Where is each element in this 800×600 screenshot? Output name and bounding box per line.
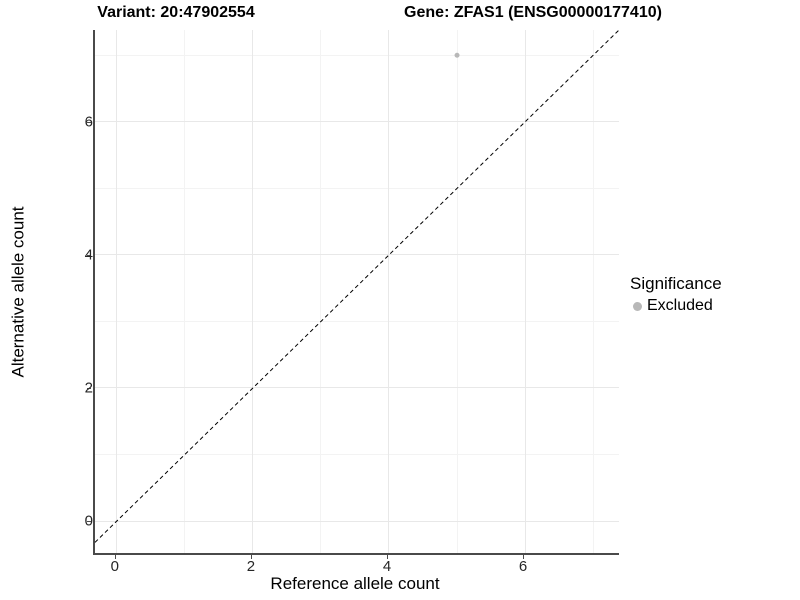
x-tick-mark — [114, 555, 116, 559]
y-axis-title-wrap: Alternative allele count — [6, 30, 32, 553]
legend-key-dot — [633, 301, 642, 311]
x-axis-title: Reference allele count — [270, 574, 440, 593]
x-minor-gridline — [456, 30, 458, 553]
x-tick-label: 2 — [246, 558, 256, 575]
x-minor-gridline — [592, 30, 594, 553]
x-minor-gridline — [184, 30, 186, 553]
y-major-gridline — [95, 387, 619, 389]
x-tick-mark — [523, 555, 525, 559]
y-tick-mark — [87, 521, 91, 523]
legend-item-label: Excluded — [647, 297, 713, 314]
x-major-gridline — [388, 30, 390, 553]
y-minor-gridline — [95, 454, 619, 456]
y-tick-label: 0 — [84, 512, 93, 530]
x-major-gridline — [116, 30, 118, 553]
x-major-gridline — [252, 30, 254, 553]
legend-title: Significance — [630, 274, 722, 293]
y-major-gridline — [95, 254, 619, 256]
y-tick-mark — [87, 387, 91, 389]
identity-line — [94, 29, 620, 543]
y-minor-gridline — [95, 320, 619, 322]
x-tick-label: 6 — [518, 558, 528, 575]
y-major-gridline — [95, 121, 619, 123]
plot-canvas — [94, 29, 620, 543]
x-tick-mark — [386, 555, 388, 559]
y-major-gridline — [95, 520, 619, 522]
y-minor-gridline — [95, 54, 619, 56]
plot-panel — [93, 29, 620, 555]
x-minor-gridline — [320, 30, 322, 553]
y-tick-mark — [87, 254, 91, 256]
legend-item: Excluded — [633, 297, 722, 315]
x-tick-label: 4 — [382, 558, 392, 575]
y-axis-title: Alternative allele count — [9, 205, 29, 378]
x-major-gridline — [524, 30, 526, 553]
legend-items: Excluded — [630, 297, 722, 315]
y-tick-mark — [87, 121, 91, 123]
variant-title: Variant: 20:47902554 — [97, 4, 255, 21]
y-tick-label: 2 — [84, 379, 93, 397]
gene-title: Gene: ZFAS1 (ENSG00000177410) — [404, 4, 662, 21]
data-point — [454, 52, 460, 58]
x-tick-label: 0 — [110, 558, 119, 575]
x-tick-mark — [250, 555, 252, 559]
y-tick-label: 4 — [84, 246, 93, 264]
y-tick-label: 6 — [84, 113, 93, 131]
y-minor-gridline — [95, 187, 619, 189]
significance-legend: Significance Excluded — [630, 274, 722, 315]
